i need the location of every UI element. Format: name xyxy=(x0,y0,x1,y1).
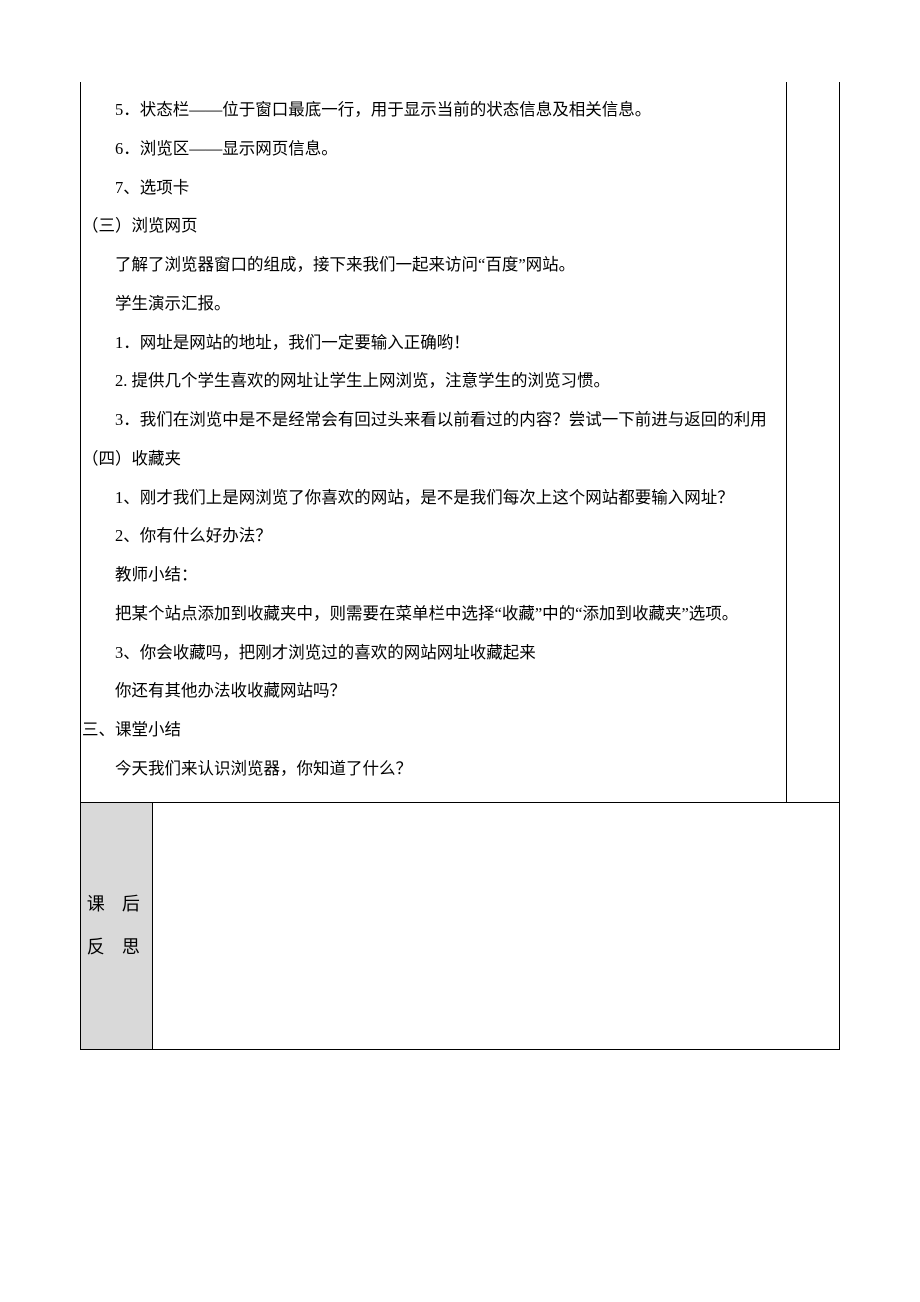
content-line: （三）浏览网页 xyxy=(82,207,771,246)
reflection-label-cell: 课 后 反 思 xyxy=(81,803,153,1050)
content-line: 了解了浏览器窗口的组成，接下来我们一起来访问“百度”网站。 xyxy=(82,246,771,285)
content-line: 1、刚才我们上是网浏览了你喜欢的网站，是不是我们每次上这个网站都要输入网址？ xyxy=(82,479,771,518)
content-line: 7、选项卡 xyxy=(82,169,771,208)
content-line: 1．网址是网站的地址，我们一定要输入正确哟！ xyxy=(82,324,771,363)
content-line: 学生演示汇报。 xyxy=(82,285,771,324)
reflection-body-cell xyxy=(153,803,840,1050)
main-content-cell: 5．状态栏——位于窗口最底一行，用于显示当前的状态信息及相关信息。6．浏览区——… xyxy=(81,82,787,802)
content-line: （四）收藏夹 xyxy=(82,440,771,479)
content-line: 你还有其他办法收收藏网站吗？ xyxy=(82,672,771,711)
content-line: 6．浏览区——显示网页信息。 xyxy=(82,130,771,169)
lesson-content: 5．状态栏——位于窗口最底一行，用于显示当前的状态信息及相关信息。6．浏览区——… xyxy=(82,83,785,801)
reflection-label-line2: 反 思 xyxy=(81,926,152,969)
reflection-label-line1: 课 后 xyxy=(81,883,152,926)
content-row: 5．状态栏——位于窗口最底一行，用于显示当前的状态信息及相关信息。6．浏览区——… xyxy=(81,82,840,802)
content-line: 2. 提供几个学生喜欢的网址让学生上网浏览，注意学生的浏览习惯。 xyxy=(82,362,771,401)
content-line: 5．状态栏——位于窗口最底一行，用于显示当前的状态信息及相关信息。 xyxy=(82,91,771,130)
lesson-plan-page: 5．状态栏——位于窗口最底一行，用于显示当前的状态信息及相关信息。6．浏览区——… xyxy=(80,82,840,1050)
reflection-table: 课 后 反 思 xyxy=(80,803,840,1050)
content-line: 教师小结： xyxy=(82,556,771,595)
content-line: 今天我们来认识浏览器，你知道了什么？ xyxy=(82,750,771,789)
document-table: 5．状态栏——位于窗口最底一行，用于显示当前的状态信息及相关信息。6．浏览区——… xyxy=(80,82,840,803)
content-line: 3．我们在浏览中是不是经常会有回过头来看以前看过的内容？尝试一下前进与返回的利用 xyxy=(82,401,771,440)
content-line: 2、你有什么好办法？ xyxy=(82,517,771,556)
content-line: 把某个站点添加到收藏夹中，则需要在菜单栏中选择“收藏”中的“添加到收藏夹”选项。 xyxy=(82,595,771,634)
side-margin-cell xyxy=(787,82,840,802)
content-line: 三、课堂小结 xyxy=(82,711,771,750)
content-line: 3、你会收藏吗，把刚才浏览过的喜欢的网站网址收藏起来 xyxy=(82,634,771,673)
reflection-row: 课 后 反 思 xyxy=(81,803,840,1050)
